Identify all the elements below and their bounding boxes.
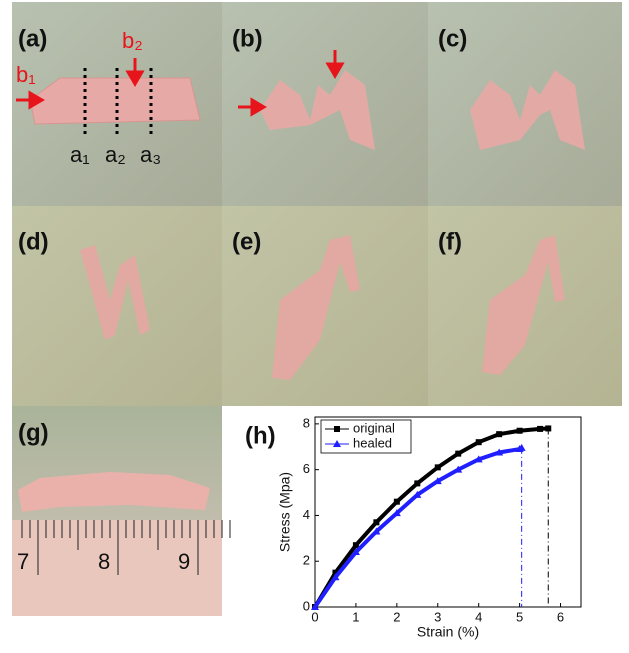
- annotation: a₂: [105, 142, 126, 167]
- ruler-number: 9: [178, 549, 190, 574]
- x-tick-label: 3: [434, 609, 441, 624]
- x-tick-label: 5: [516, 609, 523, 624]
- data-point: [373, 519, 379, 525]
- annotation: a₁: [70, 142, 90, 167]
- photo-g: 7 8 9 (g): [12, 406, 230, 616]
- data-point: [545, 425, 551, 431]
- y-tick-label: 0: [303, 598, 310, 613]
- chart: (h) Strain (%) Stress (Mpa) 0 1 2 3 4 5 6 0 2 4 6 8…: [245, 415, 581, 639]
- y-tick-label: 6: [303, 461, 310, 476]
- legend-label: original: [353, 420, 395, 435]
- panel-label: (g): [18, 419, 49, 446]
- x-tick-label: 2: [393, 609, 400, 624]
- figure: b₁ b₂ a₁ a₂ a₃ (a) (b) (c) (d) (e) (f) 7…: [0, 0, 629, 648]
- panel-label: (d): [18, 228, 49, 255]
- y-tick-label: 8: [303, 415, 310, 430]
- legend-marker: [334, 426, 340, 432]
- data-point: [496, 431, 502, 437]
- chart-title: (h): [245, 422, 276, 449]
- photo-row-1: b₁ b₂ a₁ a₂ a₃ (a) (b) (c): [12, 2, 622, 206]
- x-tick-label: 4: [475, 609, 482, 624]
- panel-label: (c): [438, 25, 467, 52]
- ruler-number: 8: [98, 549, 110, 574]
- y-axis-label: Stress (Mpa): [277, 472, 293, 552]
- data-point: [394, 499, 400, 505]
- panel-label: (f): [438, 228, 462, 255]
- y-tick-label: 2: [303, 553, 310, 568]
- x-axis-label: Strain (%): [417, 624, 479, 640]
- annotation: b₁: [16, 62, 36, 87]
- data-point: [476, 439, 482, 445]
- annotation: b₂: [122, 28, 143, 53]
- strip: [30, 78, 200, 124]
- annotation: a₃: [140, 142, 161, 167]
- ruler-number: 7: [17, 549, 29, 574]
- data-point: [414, 480, 420, 486]
- data-point: [455, 451, 461, 457]
- x-tick-label: 6: [557, 609, 564, 624]
- panel-label: (e): [232, 228, 261, 255]
- photo-row-2: (d) (e) (f): [12, 206, 622, 406]
- panel-label: (b): [232, 25, 263, 52]
- x-tick-label: 0: [311, 609, 318, 624]
- data-point: [537, 426, 543, 432]
- series-line: [315, 428, 548, 607]
- data-point: [435, 464, 441, 470]
- legend-label: healed: [353, 435, 392, 450]
- data-point: [517, 428, 523, 434]
- panel-label: (a): [18, 25, 47, 52]
- y-tick-label: 4: [303, 507, 310, 522]
- x-tick-label: 1: [352, 609, 359, 624]
- series-line: [315, 448, 522, 607]
